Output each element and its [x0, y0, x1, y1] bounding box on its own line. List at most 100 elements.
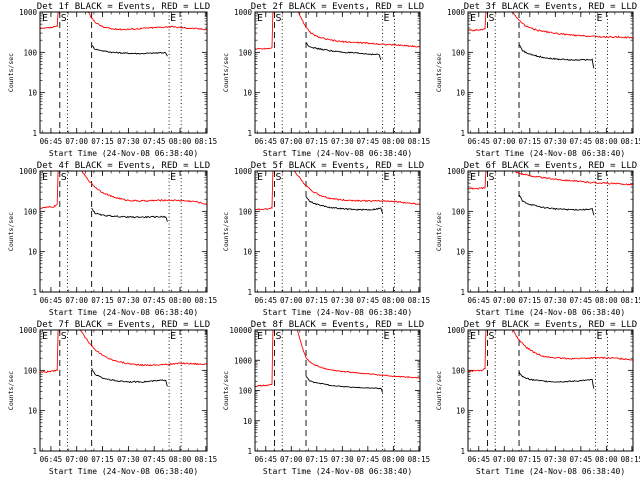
- x-tick-label: 07:15: [519, 296, 542, 305]
- x-tick-label: 07:15: [91, 296, 114, 305]
- x-tick-label: 07:30: [331, 455, 354, 464]
- end-e-label: E: [383, 331, 389, 342]
- x-tick-label: 06:45: [254, 137, 277, 146]
- chart-panel-6: Det 6f BLACK = Events, RED = LLD Counts/s…: [435, 161, 640, 317]
- y-tick-label: 1: [247, 129, 252, 138]
- y-tick-label: 1000: [234, 356, 253, 365]
- start-e-label: E: [257, 172, 263, 183]
- events-series-line: [91, 367, 168, 387]
- chart-title: Det 9f BLACK = Events, RED = LLD: [464, 320, 637, 330]
- y-tick-label: 1000: [447, 8, 466, 17]
- x-tick-label: 07:45: [357, 137, 380, 146]
- chart-panel-2: Det 2f BLACK = Events, RED = LLD Counts/s…: [222, 2, 430, 158]
- x-axis-label: Start Time (24-Nov-08 06:38:40): [49, 149, 198, 158]
- x-tick-label: 08:15: [408, 455, 431, 464]
- s-label: S: [61, 172, 67, 183]
- x-tick-label: 07:00: [65, 455, 88, 464]
- x-tick-label: 08:15: [408, 137, 431, 146]
- y-tick-label: 10: [28, 248, 38, 257]
- chart-panel-7: Det 7f BLACK = Events, RED = LLD Counts/s…: [7, 320, 217, 476]
- chart-panel-5: Det 5f BLACK = Events, RED = LLD Counts/s…: [222, 161, 430, 317]
- x-tick-label: 07:45: [357, 296, 380, 305]
- x-tick-label: 08:00: [382, 296, 405, 305]
- chart-title: Det 5f BLACK = Events, RED = LLD: [251, 161, 424, 171]
- x-axis-label: Start Time (24-Nov-08 06:38:40): [476, 149, 625, 158]
- x-tick-label: 07:45: [143, 455, 166, 464]
- y-tick-label: 10: [456, 248, 466, 257]
- x-tick-label: 06:45: [254, 296, 277, 305]
- end-e-label: E: [383, 13, 389, 24]
- y-tick-label: 1000: [19, 8, 38, 17]
- y-tick-label: 100: [451, 207, 465, 216]
- end-e-label: E: [170, 13, 176, 24]
- s-label: S: [489, 331, 495, 342]
- x-tick-label: 07:00: [280, 296, 303, 305]
- x-tick-label: 08:15: [621, 137, 640, 146]
- lld-series-line: [40, 171, 207, 210]
- y-tick-label: 100: [23, 48, 37, 57]
- y-axis-label: Counts/sec: [435, 212, 443, 251]
- lld-series-line: [255, 12, 420, 50]
- y-tick-label: 1: [460, 129, 465, 138]
- x-tick-label: 06:45: [254, 455, 277, 464]
- y-tick-label: 10: [243, 417, 253, 426]
- start-e-label: E: [470, 331, 476, 342]
- y-tick-label: 1000: [447, 167, 466, 176]
- start-e-label: E: [42, 331, 48, 342]
- chart-title: Det 4f BLACK = Events, RED = LLD: [37, 161, 210, 171]
- chart-title: Det 6f BLACK = Events, RED = LLD: [464, 161, 637, 171]
- chart-title: Det 8f BLACK = Events, RED = LLD: [251, 320, 424, 330]
- x-tick-label: 08:15: [195, 137, 218, 146]
- end-e-label: E: [170, 172, 176, 183]
- y-axis-label: Counts/sec: [435, 371, 443, 410]
- y-tick-label: 100: [238, 387, 252, 396]
- x-tick-label: 07:15: [519, 455, 542, 464]
- y-tick-label: 1000: [19, 326, 38, 335]
- events-series-line: [305, 196, 384, 214]
- x-tick-label: 06:45: [40, 455, 63, 464]
- x-tick-label: 08:00: [595, 455, 618, 464]
- x-tick-label: 08:15: [621, 455, 640, 464]
- y-tick-label: 100: [238, 207, 252, 216]
- x-axis-label: Start Time (24-Nov-08 06:38:40): [263, 308, 412, 317]
- y-axis-label: Counts/sec: [435, 53, 443, 92]
- x-tick-label: 07:30: [117, 296, 140, 305]
- x-tick-label: 07:30: [544, 137, 567, 146]
- y-tick-label: 100: [23, 207, 37, 216]
- x-tick-label: 07:45: [570, 296, 593, 305]
- events-series-line: [305, 42, 382, 61]
- y-tick-label: 1: [460, 447, 465, 456]
- x-tick-label: 07:00: [65, 137, 88, 146]
- y-tick-label: 10: [28, 407, 38, 416]
- x-tick-label: 06:45: [467, 137, 490, 146]
- y-tick-label: 10: [456, 407, 466, 416]
- start-e-label: E: [42, 13, 48, 24]
- x-tick-label: 07:15: [519, 137, 542, 146]
- y-tick-label: 1: [247, 447, 252, 456]
- x-axis-label: Start Time (24-Nov-08 06:38:40): [49, 467, 198, 476]
- x-tick-label: 08:15: [195, 296, 218, 305]
- chart-title: Det 7f BLACK = Events, RED = LLD: [37, 320, 210, 330]
- s-label: S: [276, 331, 282, 342]
- events-series-line: [518, 371, 595, 389]
- x-tick-label: 06:45: [40, 137, 63, 146]
- end-e-label: E: [383, 172, 389, 183]
- chart-title: Det 3f BLACK = Events, RED = LLD: [464, 2, 637, 12]
- y-tick-label: 10000: [229, 326, 252, 335]
- lld-series-line: [40, 330, 207, 374]
- lld-series-line: [468, 330, 633, 373]
- y-tick-label: 10: [28, 89, 38, 98]
- chart-panel-3: Det 3f BLACK = Events, RED = LLD Counts/s…: [435, 2, 640, 158]
- start-e-label: E: [42, 172, 48, 183]
- x-tick-label: 06:45: [467, 455, 490, 464]
- x-tick-label: 07:45: [570, 137, 593, 146]
- x-tick-label: 08:00: [169, 455, 192, 464]
- y-axis-label: Counts/sec: [222, 212, 230, 251]
- chart-panel-4: Det 4f BLACK = Events, RED = LLD Counts/s…: [7, 161, 217, 317]
- x-axis-label: Start Time (24-Nov-08 06:38:40): [263, 149, 412, 158]
- x-tick-label: 07:15: [306, 455, 329, 464]
- x-axis-label: Start Time (24-Nov-08 06:38:40): [476, 467, 625, 476]
- y-tick-label: 1000: [234, 167, 253, 176]
- events-series-line: [91, 207, 168, 222]
